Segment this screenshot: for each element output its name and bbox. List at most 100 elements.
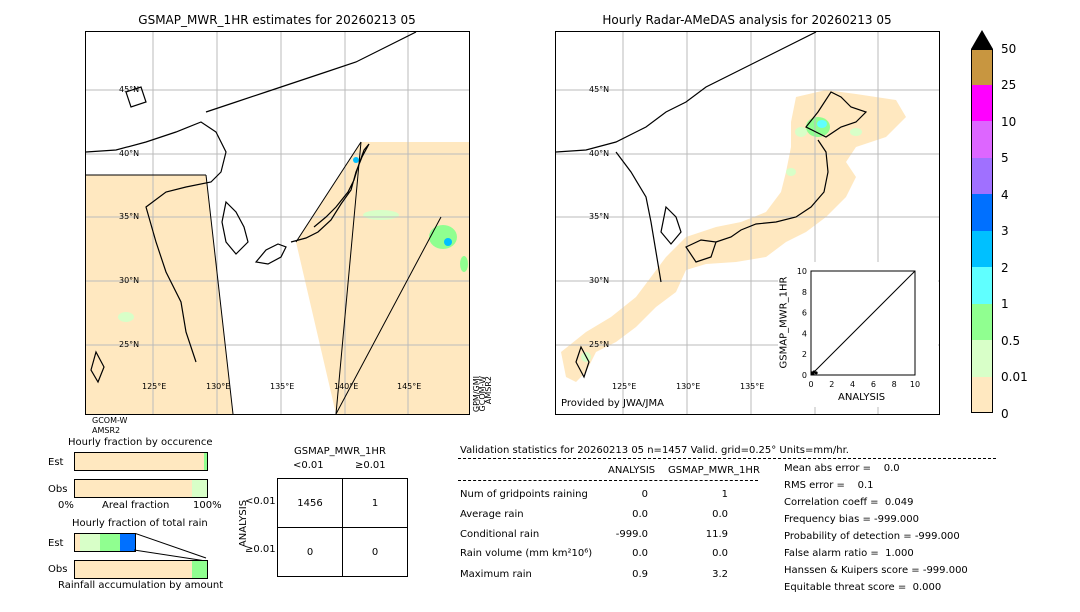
lat-label: 25°N — [119, 340, 140, 349]
coast-taiwan — [575, 345, 590, 379]
side-label: AMSR2 — [484, 376, 493, 405]
rain-patch — [429, 225, 457, 249]
colorbar-label: 10 — [1001, 115, 1017, 129]
val-row-b: 1 — [721, 489, 728, 500]
rain-patch — [363, 210, 399, 220]
colorbar: 50 25 10 5 4 3 2 1 0.5 0.01 0 — [971, 30, 1028, 421]
colorbar-frame — [971, 49, 993, 413]
scatter-point — [814, 371, 818, 375]
colorbar-segment — [971, 340, 993, 377]
coast-kyushu — [254, 243, 287, 265]
score-line: False alarm ratio = 1.000 — [784, 548, 914, 559]
rain-bar-obs — [74, 560, 208, 579]
right-map: 45°N 40°N 35°N 30°N 25°N 125°E 130°E 135… — [555, 31, 940, 415]
scatter-xtick: 6 — [871, 380, 876, 389]
lat-label: 45°N — [119, 85, 140, 94]
left-swath-west — [86, 175, 233, 414]
colorbar-label: 2 — [1001, 261, 1009, 275]
rain-seg — [100, 534, 120, 551]
rain-row-obs: Obs — [48, 564, 68, 575]
rain-patch — [118, 312, 134, 322]
cont-row-0: <0.01 — [245, 496, 276, 507]
colorbar-segment — [971, 304, 993, 340]
left-map-title: GSMAP_MWR_1HR estimates for 20260213 05 — [138, 13, 416, 27]
val-col-gsmap: GSMAP_MWR_1HR — [668, 465, 760, 476]
score-line: Frequency bias = -999.000 — [784, 514, 919, 525]
side-labels-3: AMSR2 — [484, 376, 493, 404]
rain-seg — [120, 534, 135, 551]
cont-cell: 0 — [277, 527, 343, 577]
right-map-title: Hourly Radar-AMeDAS analysis for 2026021… — [602, 13, 892, 27]
lon-label: 135°E — [740, 382, 765, 391]
val-row-b: 0.0 — [712, 548, 728, 559]
coast-taiwan — [90, 350, 105, 384]
val-row-b: 0.0 — [712, 509, 728, 520]
lon-label: 135°E — [270, 382, 295, 391]
scatter-xtick: 4 — [850, 380, 855, 389]
cont-cell: 1456 — [277, 478, 343, 528]
lat-label: 40°N — [119, 149, 140, 158]
left-swath-east — [296, 142, 469, 414]
cont-row-1: ≥0.01 — [245, 544, 276, 555]
coast-islands — [125, 86, 147, 108]
sat-label-1: GCOM-W — [92, 416, 128, 425]
lon-label: 130°E — [676, 382, 701, 391]
left-map: 45°N 40°N 35°N 30°N 25°N 125°E 130°E 135… — [85, 31, 470, 415]
score-line: Probability of detection = -999.000 — [784, 531, 960, 542]
colorbar-segment — [971, 49, 993, 85]
score-line: Equitable threat score = 0.000 — [784, 582, 942, 593]
cont-col-1: ≥0.01 — [355, 460, 386, 471]
rain-patch — [353, 157, 359, 163]
val-row-name: Rain volume (mm km²10⁶) — [460, 548, 593, 559]
colorbar-label: 50 — [1001, 42, 1017, 56]
coast-korea — [660, 205, 682, 245]
val-row-b: 3.2 — [712, 569, 728, 580]
rain-row-est: Est — [48, 538, 64, 549]
colorbar-segment — [971, 267, 993, 304]
validation-rule — [458, 458, 996, 459]
occ-bar-est — [74, 452, 208, 471]
val-row-a: 0.0 — [632, 509, 648, 520]
colorbar-label: 5 — [1001, 151, 1009, 165]
scatter-xtick: 0 — [808, 380, 813, 389]
coast-japan — [290, 143, 370, 243]
rain-patch — [806, 117, 830, 137]
occ-axis-100: 100% — [193, 500, 222, 511]
colorbar-segment — [971, 231, 993, 267]
occ-axis-label: Areal fraction — [102, 500, 170, 511]
cont-col-0: <0.01 — [293, 460, 324, 471]
rain-connector — [134, 533, 207, 562]
coast-korea — [221, 200, 249, 255]
contingency-table: 1456 1 0 0 — [277, 478, 408, 577]
colorbar-segment — [971, 121, 993, 158]
occ-axis-0: 0% — [58, 500, 74, 511]
colorbar-segment — [971, 158, 993, 194]
lat-label: 45°N — [589, 85, 610, 94]
rain-seg — [80, 534, 100, 551]
rain-patch — [786, 168, 796, 176]
rain-patch — [444, 238, 452, 246]
score-line: RMS error = 0.1 — [784, 480, 874, 491]
scatter-xtick: 8 — [892, 380, 897, 389]
coast-honshu — [715, 139, 829, 243]
total-rain-title: Hourly fraction of total rain — [72, 518, 208, 529]
scatter-ytick: 0 — [802, 371, 807, 380]
coast-north — [205, 32, 417, 113]
colorbar-arrow — [971, 30, 993, 49]
cont-cell: 1 — [342, 478, 408, 528]
score-line: Hanssen & Kuipers score = -999.000 — [784, 565, 968, 576]
coast-asia — [556, 32, 817, 153]
occ-bar-obs — [74, 479, 208, 498]
rain-seg — [192, 561, 207, 578]
cont-cell: 0 — [342, 527, 408, 577]
scatter-inset: 0 0 2 2 4 4 6 6 8 8 10 10 ANALYSIS GSMAP_MWR_1HR — [778, 262, 938, 407]
validation-rule-2 — [458, 480, 758, 481]
provider-label: Provided by JWA/JMA — [561, 398, 664, 409]
occurrence-title: Hourly fraction by occurence — [68, 437, 213, 448]
colorbar-label: 0.01 — [1001, 370, 1028, 384]
val-row-name: Maximum rain — [460, 569, 532, 580]
val-row-name: Conditional rain — [460, 529, 540, 540]
scatter-xlabel: ANALYSIS — [838, 392, 886, 403]
val-row-b: 11.9 — [705, 529, 728, 540]
val-row-a: -999.0 — [615, 529, 648, 540]
